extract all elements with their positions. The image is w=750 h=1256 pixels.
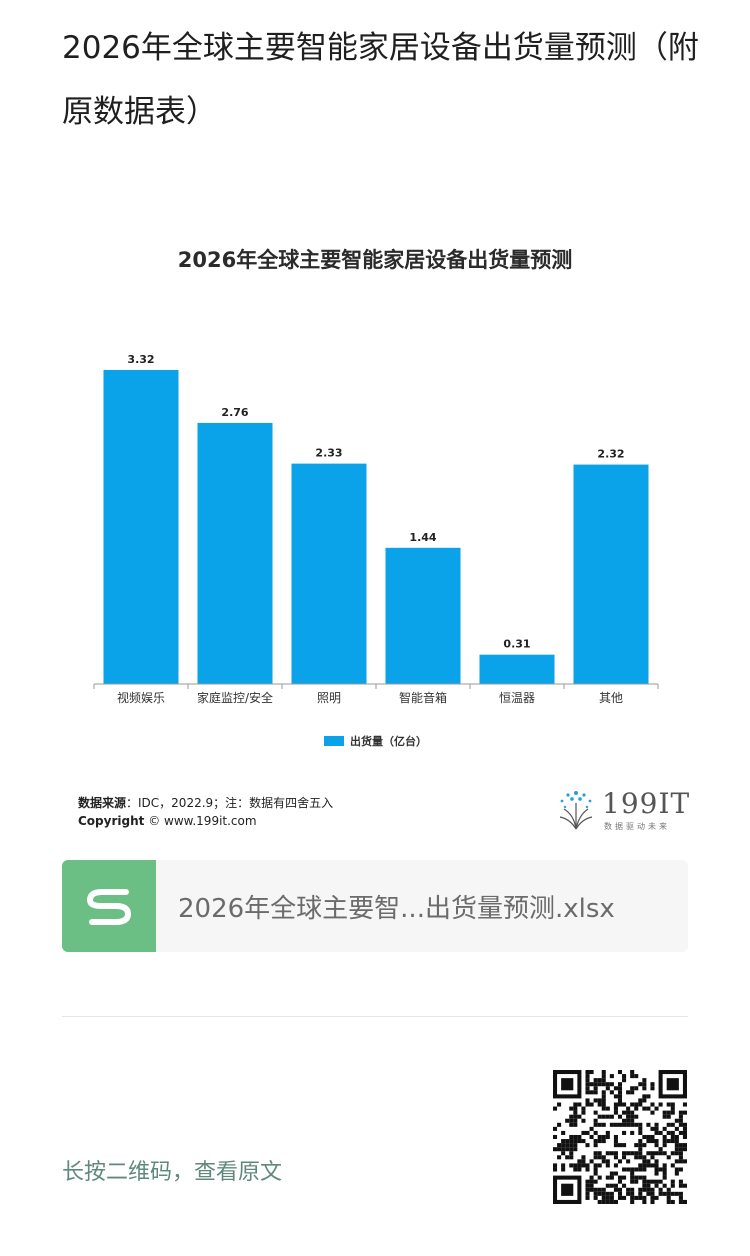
bar-chart: 2026年全球主要智能家居设备出货量预测 3.32 视频娱乐 2.76 家庭监控/安全… [93,248,659,748]
article-title: 2026年全球主要智能家居设备出货量预测（附原数据表） [62,30,699,130]
x-tick-label: 其他 [599,691,623,705]
bar-value-label: 3.32 [127,353,154,366]
dandelion-logo-icon [559,791,593,830]
bar-0 [103,370,179,684]
x-tick-label: 照明 [317,691,341,705]
chart-source: 数据来源：IDC，2022.9；注：数据有四舍五入 [78,794,333,811]
x-tick-label: 智能音箱 [399,690,447,705]
bar-1 [197,422,273,684]
source-text: ：IDC，2022.9；注：数据有四舍五入 [126,796,334,810]
bar-value-label: 2.33 [315,447,342,460]
bar-value-label: 2.32 [597,448,624,461]
chart-image: 2026年全球主要智能家居设备出货量预测 3.32 视频娱乐 2.76 家庭监控/安全… [62,210,689,850]
spreadsheet-s-icon [62,860,156,952]
divider [62,1016,688,1017]
bar-3 [385,547,461,684]
file-name: 2026年全球主要智...出货量预测.xlsx [178,894,615,924]
bar-2 [291,463,367,684]
bar-value-label: 1.44 [409,531,436,544]
legend: 出货量（亿台） [324,734,427,748]
bar-5 [573,464,649,684]
logo-tagline: 数据驱动未来 [604,822,670,831]
chart-copyright: Copyright © www.199it.com [78,814,257,828]
logo-text: 199IT [602,787,691,820]
source-label: 数据来源 [78,796,127,810]
x-tick-label: 家庭监控/安全 [197,690,273,705]
legend-label: 出货量（亿台） [350,734,427,748]
x-tick-label: 视频娱乐 [117,690,165,705]
legend-swatch [324,736,344,746]
attachment-file-card[interactable]: 2026年全球主要智...出货量预测.xlsx [62,860,688,952]
chart-title: 2026年全球主要智能家居设备出货量预测 [178,248,572,272]
copyright-label: Copyright [78,814,145,828]
bar-value-label: 2.76 [221,406,248,419]
bar-value-label: 0.31 [503,638,530,651]
copyright-text: © www.199it.com [148,814,257,828]
qr-hint-text: 长按二维码，查看原文 [62,1160,283,1185]
bar-4 [479,654,555,684]
x-tick-label: 恒温器 [499,691,535,705]
qr-code-icon[interactable] [553,1070,687,1204]
199it-logo: 199IT 数据驱动未来 [552,785,689,835]
